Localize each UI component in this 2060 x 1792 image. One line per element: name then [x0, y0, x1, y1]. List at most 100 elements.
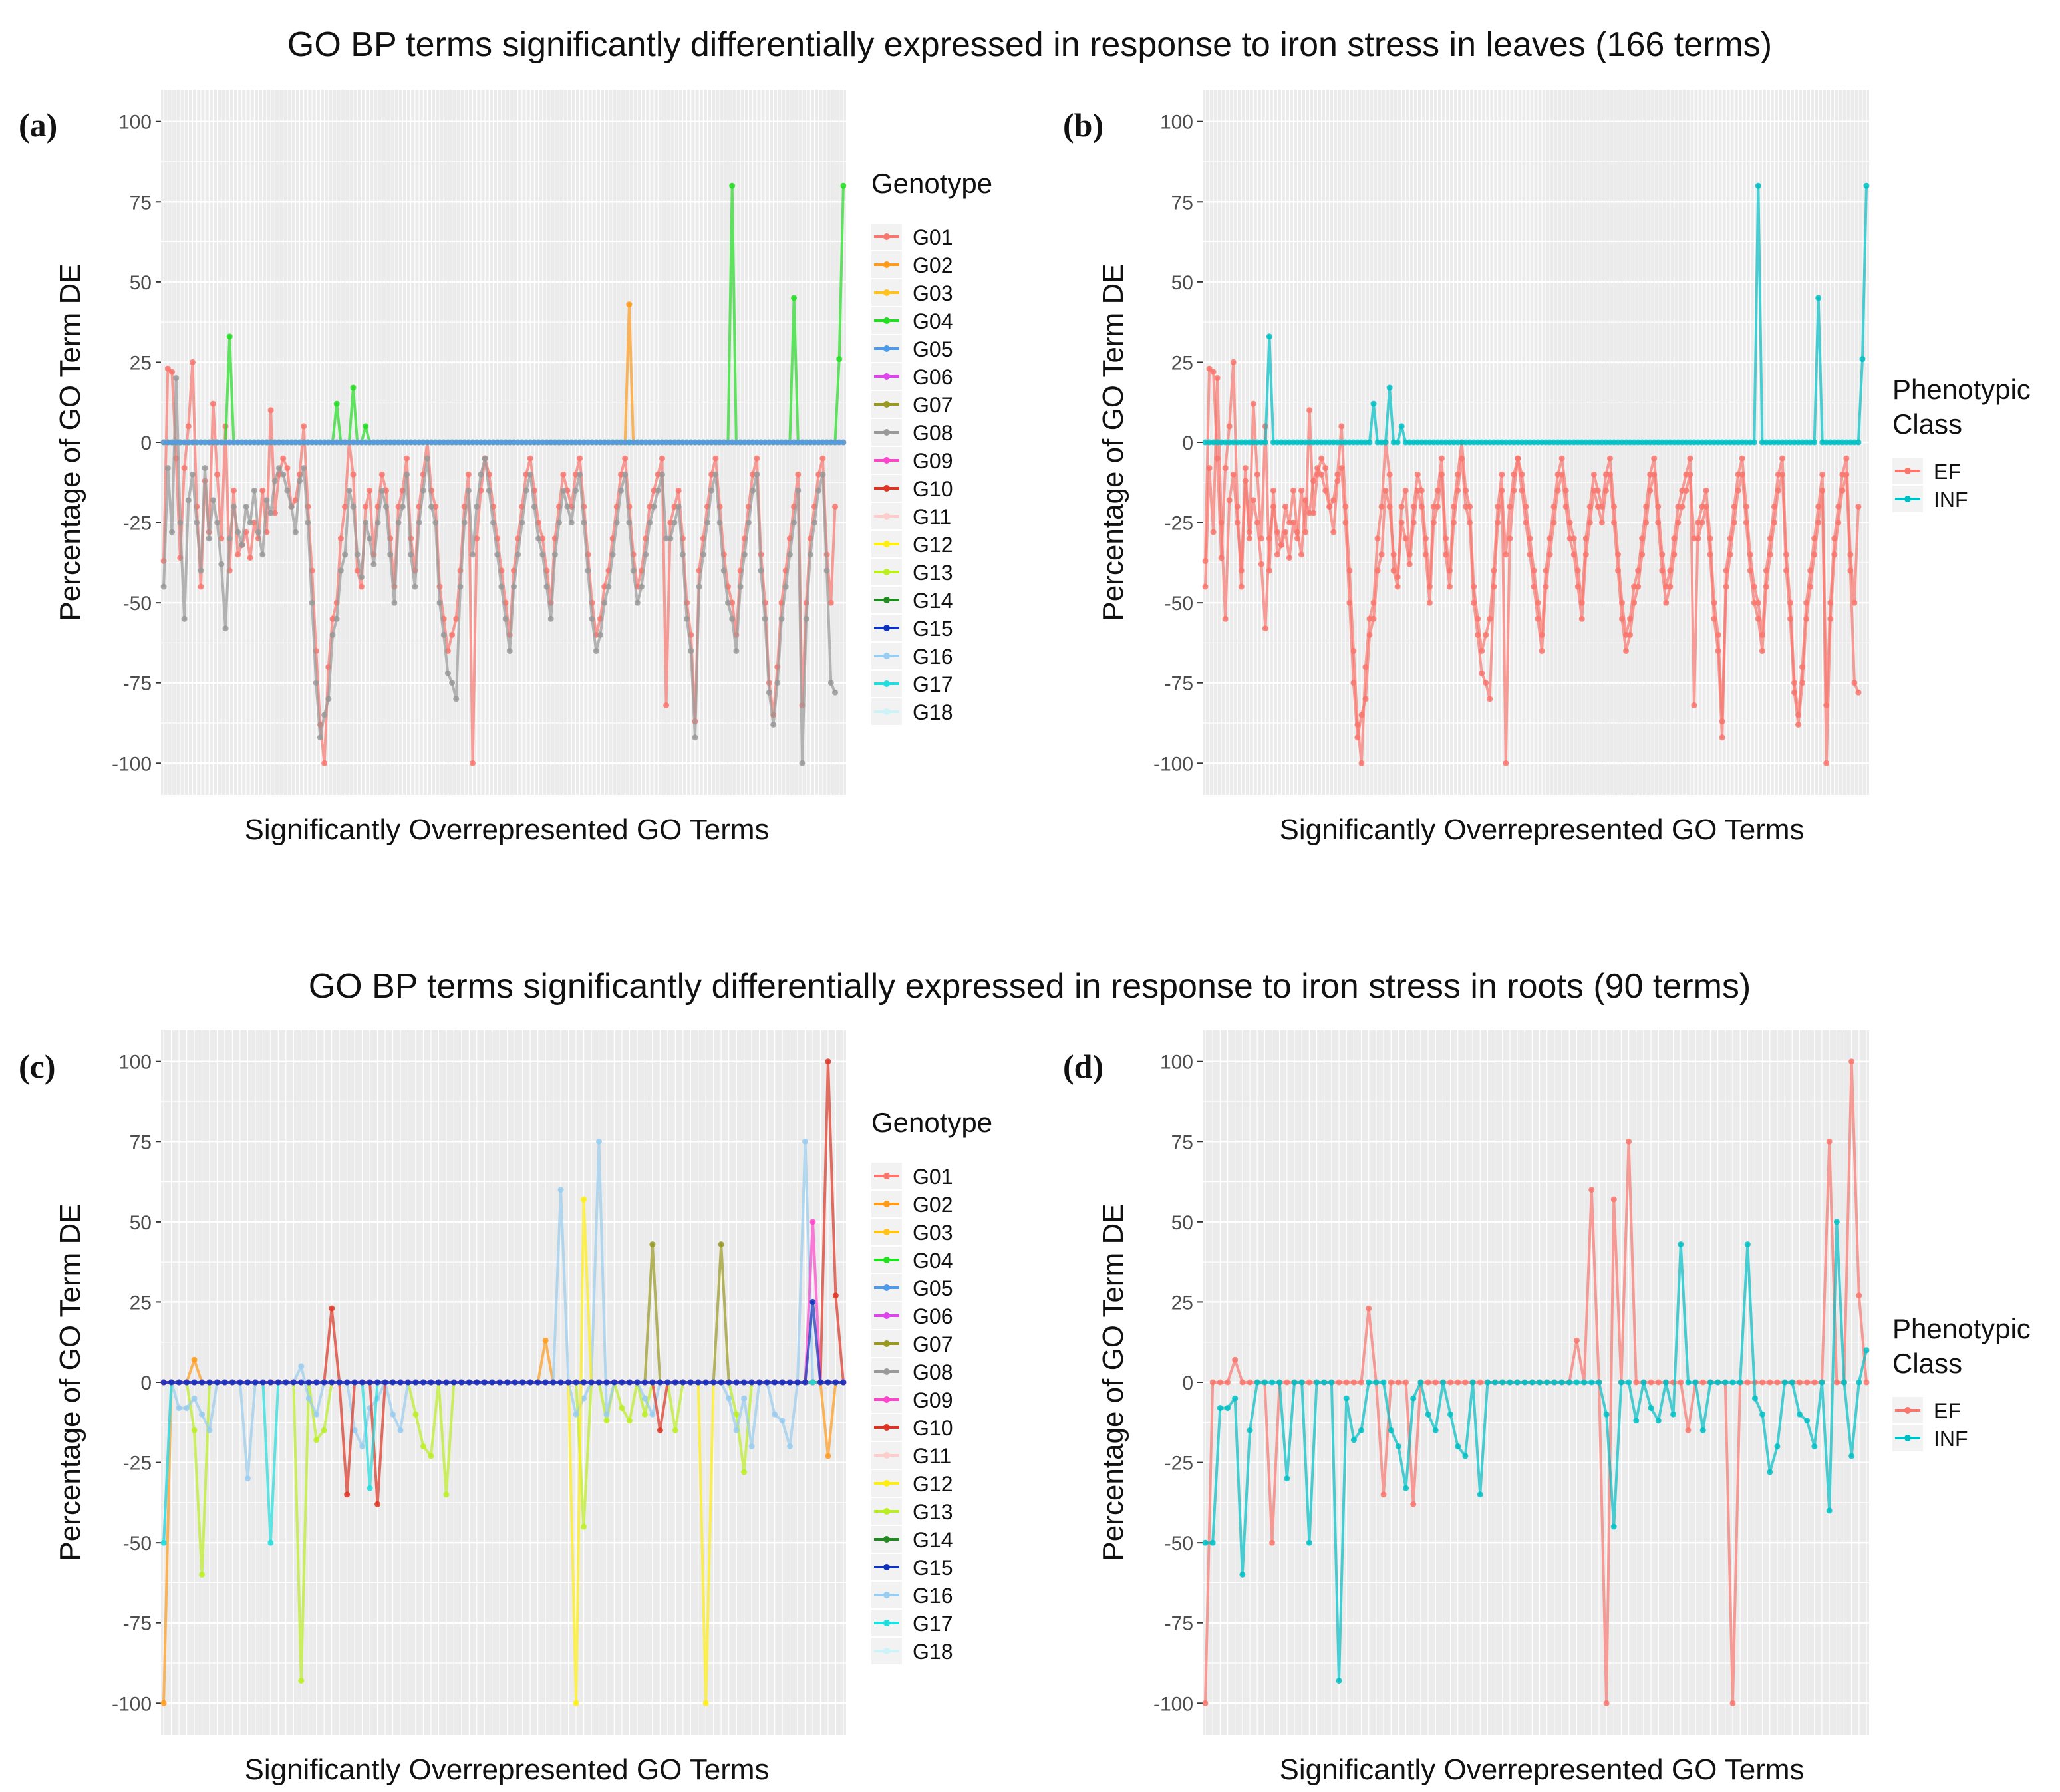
data-point [1507, 1379, 1513, 1386]
data-point [1298, 1379, 1305, 1386]
y-tick-label: -100 [1153, 1693, 1193, 1715]
data-point [465, 487, 472, 494]
data-point [1744, 1241, 1751, 1248]
data-point [1767, 1469, 1773, 1475]
data-point [832, 1379, 839, 1386]
data-point [239, 541, 245, 548]
data-point [367, 439, 373, 446]
data-point [191, 1356, 198, 1363]
data-point [1751, 439, 1757, 446]
data-point [367, 535, 373, 542]
data-point [619, 1405, 625, 1412]
legend-key-dot [883, 541, 890, 547]
data-point [573, 1700, 579, 1706]
data-point [313, 439, 319, 446]
data-point [572, 439, 579, 446]
data-point [729, 599, 736, 606]
data-point [350, 503, 357, 510]
data-point [333, 615, 340, 622]
data-point [494, 551, 501, 558]
data-point [1217, 1379, 1223, 1386]
data-point [267, 407, 274, 414]
data-point [259, 487, 266, 494]
series-ef [1202, 375, 1862, 766]
legend-key-dot [883, 1340, 890, 1347]
data-point [1851, 680, 1858, 686]
data-point [1374, 567, 1381, 574]
data-point [1432, 1427, 1439, 1433]
data-point [643, 439, 649, 446]
data-point [181, 465, 188, 472]
data-point [667, 439, 674, 446]
legend-key-dot [883, 1648, 890, 1654]
data-point [556, 439, 563, 446]
data-point [1336, 1678, 1342, 1684]
data-point [184, 1405, 190, 1412]
data-point [750, 487, 756, 494]
data-point [718, 1379, 724, 1386]
y-tick-label: 75 [130, 1131, 152, 1153]
data-point [214, 439, 221, 446]
data-point [619, 1379, 625, 1386]
data-point [342, 503, 349, 510]
data-point [754, 471, 760, 478]
chart-panel-d: (d) -100 -75 -50 -25 0 25 50 75 100 Significantly … [1063, 1030, 2031, 1786]
data-point [527, 1379, 533, 1386]
data-point [1856, 1292, 1862, 1299]
data-point [1707, 551, 1713, 558]
data-point [408, 439, 414, 446]
legend-item-label: G05 [913, 1276, 953, 1300]
data-point [531, 439, 537, 446]
data-point [395, 503, 402, 510]
data-point [1831, 551, 1838, 558]
data-point [1298, 487, 1305, 494]
data-point [202, 439, 208, 446]
data-point [1366, 439, 1373, 446]
y-tick-label: 25 [1171, 1292, 1193, 1314]
data-point [1796, 1411, 1803, 1418]
data-point [1843, 471, 1850, 478]
data-point [622, 439, 629, 446]
data-point [489, 1379, 496, 1386]
data-point [1395, 1443, 1401, 1449]
data-point [235, 529, 241, 535]
data-point [1202, 1539, 1209, 1546]
data-point [177, 439, 184, 446]
x-axis-title: Significantly Overrepresented GO Terms [244, 1753, 769, 1786]
data-point [387, 551, 394, 558]
data-point [280, 439, 287, 446]
data-point [1495, 520, 1501, 526]
data-point [230, 503, 237, 510]
data-point [712, 455, 719, 462]
legend-item-label: G10 [913, 477, 953, 501]
data-point [1523, 520, 1529, 526]
data-point [1529, 1379, 1535, 1386]
data-point [1463, 503, 1469, 510]
y-tick-label: -50 [123, 1533, 152, 1555]
data-point [198, 567, 204, 574]
data-point [199, 1571, 206, 1578]
data-point [611, 1379, 617, 1386]
data-point [512, 1379, 518, 1386]
data-point [1314, 1379, 1320, 1386]
data-point [481, 1379, 488, 1386]
data-point [1499, 471, 1505, 478]
data-point [688, 647, 694, 654]
data-point [290, 1379, 297, 1386]
data-point [1863, 1347, 1870, 1354]
data-point [443, 1379, 450, 1386]
data-point [198, 439, 204, 446]
data-point [244, 1475, 251, 1482]
data-point [284, 487, 291, 494]
data-point [313, 1411, 320, 1418]
y-tick-label: -100 [112, 753, 152, 775]
data-point [1398, 503, 1405, 510]
data-point [1651, 455, 1658, 462]
series-inf [1202, 1219, 1870, 1684]
data-point [1847, 567, 1854, 574]
data-point [1386, 384, 1393, 391]
data-point [651, 439, 657, 446]
data-point [1402, 535, 1409, 542]
panel-label: (c) [19, 1048, 56, 1085]
data-point [675, 487, 682, 494]
